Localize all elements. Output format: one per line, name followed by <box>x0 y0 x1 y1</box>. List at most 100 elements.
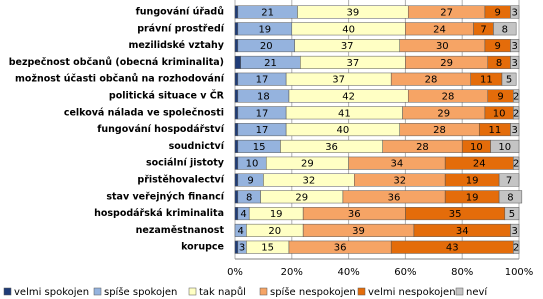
value-label: 34 <box>391 159 404 170</box>
category-label: sociální jistoty <box>146 158 225 169</box>
value-label: 15 <box>253 142 266 153</box>
value-label: 36 <box>334 243 347 254</box>
value-label: 29 <box>301 159 314 170</box>
category-label: přistěhovalectví <box>137 175 224 186</box>
value-label: 20 <box>268 226 281 237</box>
value-label: 39 <box>352 226 365 237</box>
value-label: 10 <box>470 142 483 153</box>
bar-segment <box>498 173 520 187</box>
value-label: 19 <box>466 192 479 203</box>
category-label: korupce <box>181 242 224 253</box>
value-label: 29 <box>440 58 453 69</box>
bar-segment <box>513 89 520 103</box>
bar-segment <box>501 72 517 86</box>
bar-segment <box>490 139 520 153</box>
value-label: 17 <box>256 125 269 136</box>
bar-segment <box>234 240 239 254</box>
value-label: 21 <box>261 8 274 19</box>
bar-segment <box>234 89 239 103</box>
x-tick-label: 60% <box>394 267 416 278</box>
value-label: 24 <box>473 159 486 170</box>
bar-segment <box>513 106 520 120</box>
value-label: 35 <box>449 209 462 220</box>
bar-segment <box>498 190 523 204</box>
bar-segment <box>234 123 239 137</box>
value-label: 8 <box>496 58 502 69</box>
value-label: 15 <box>261 243 274 254</box>
value-label: 39 <box>346 8 359 19</box>
value-label: 42 <box>342 92 355 103</box>
legend-swatch <box>3 287 12 296</box>
category-label: celková nálada ve společnosti <box>64 107 224 118</box>
x-tick-label: 80% <box>451 267 473 278</box>
bar-segment <box>493 22 517 36</box>
value-label: 29 <box>295 192 308 203</box>
value-label: 2 <box>513 108 519 119</box>
value-label: 8 <box>246 192 252 203</box>
value-label: 28 <box>442 92 455 103</box>
value-label: 37 <box>346 58 359 69</box>
value-label: 2 <box>513 159 519 170</box>
category-label: nezaměstnanost <box>136 225 225 236</box>
bar-segment <box>510 55 520 69</box>
value-label: 10 <box>498 142 511 153</box>
x-tick-label: 20% <box>281 267 303 278</box>
category-label: právní prostředí <box>137 23 225 34</box>
value-label: 24 <box>433 24 446 35</box>
value-label: 11 <box>488 125 501 136</box>
bar-segment <box>510 5 520 19</box>
value-label: 17 <box>256 75 269 86</box>
value-label: 8 <box>507 192 513 203</box>
legend-swatch <box>259 287 268 296</box>
bar-segment <box>510 123 520 137</box>
bar-segment <box>234 139 239 153</box>
bar-segment <box>234 39 239 53</box>
value-label: 19 <box>258 24 271 35</box>
value-label: 3 <box>512 125 518 136</box>
legend-label: velmi nespokojen <box>368 287 456 298</box>
value-label: 17 <box>256 108 269 119</box>
legend-swatch <box>93 287 102 296</box>
category-label: možnost účasti občanů na rozhodování <box>15 74 225 85</box>
value-label: 29 <box>437 108 450 119</box>
value-label: 3 <box>239 243 245 254</box>
category-label: bezpečnost občanů (obecná kriminalita) <box>9 57 224 68</box>
value-label: 9 <box>495 8 501 19</box>
value-label: 18 <box>257 92 270 103</box>
bar-segment <box>510 223 520 237</box>
value-label: 19 <box>270 209 283 220</box>
bar-segment <box>513 240 520 254</box>
category-label: mezilidské vztahy <box>128 40 224 51</box>
value-label: 36 <box>325 142 338 153</box>
value-label: 10 <box>493 108 506 119</box>
value-label: 30 <box>436 41 449 52</box>
value-label: 28 <box>433 125 446 136</box>
category-label: soudnictví <box>169 141 225 152</box>
value-label: 40 <box>342 24 355 35</box>
category-label: politická situace v ČR <box>109 90 225 102</box>
bar-segment <box>234 72 239 86</box>
value-label: 4 <box>240 209 246 220</box>
bar-segment <box>234 22 239 36</box>
bar-segment <box>234 190 239 204</box>
legend-label: tak napůl <box>199 286 246 298</box>
value-label: 32 <box>393 176 406 187</box>
value-label: 3 <box>512 41 518 52</box>
legend-swatch <box>357 287 366 296</box>
value-label: 9 <box>497 92 503 103</box>
legend-label: spíše nespokojen <box>270 286 356 298</box>
bar-segment <box>234 173 239 187</box>
value-label: 2 <box>513 92 519 103</box>
bar-segment <box>513 156 520 170</box>
value-label: 9 <box>247 176 253 187</box>
value-label: 37 <box>332 75 345 86</box>
x-tick-label: 40% <box>337 267 359 278</box>
bar-segment <box>510 39 520 53</box>
value-label: 28 <box>425 75 438 86</box>
value-label: 7 <box>506 176 512 187</box>
bar-segment <box>234 5 239 19</box>
value-label: 3 <box>512 8 518 19</box>
value-label: 7 <box>480 24 486 35</box>
value-label: 9 <box>495 41 501 52</box>
